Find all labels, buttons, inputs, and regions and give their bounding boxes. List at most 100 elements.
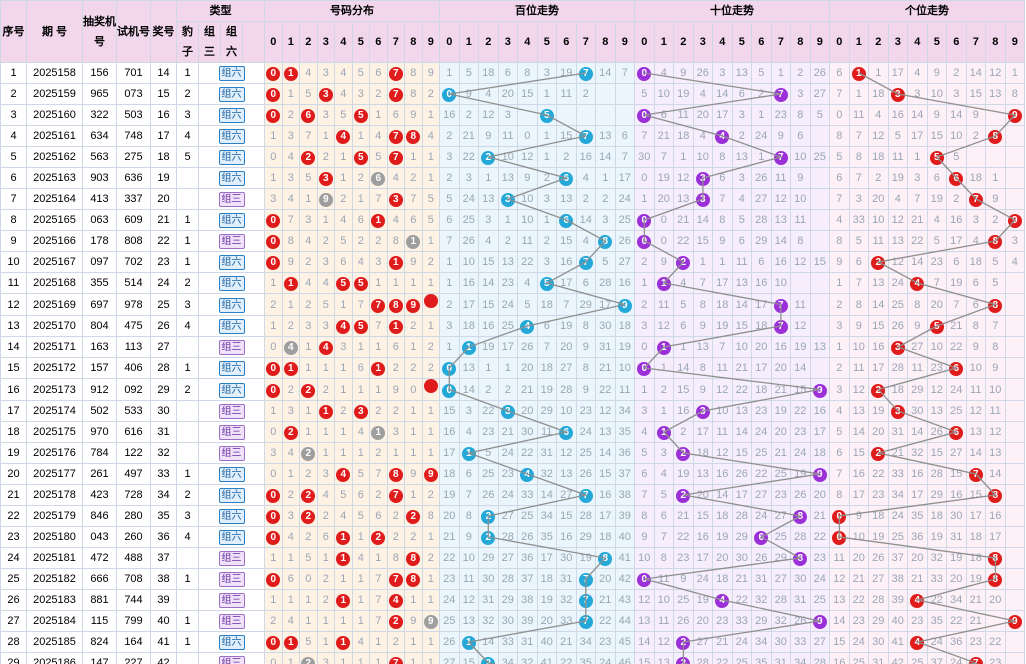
shi-cell-8: 34: [790, 652, 811, 664]
bai-cell-9: 40: [614, 526, 635, 548]
table-row[interactable]: 17 2025174 502 533 30 组三 1 3 1 1 2 3 2 2 1 1 15 3 22 3 20 29 1…: [0, 400, 1026, 422]
shi-cell-1: 7: [653, 146, 674, 168]
table-row[interactable]: 3 2025160 322 503 16 3 组六 0 2 6 3 5 5 1 6 9 1 16 2 12 3 5 0 6 11…: [0, 104, 1026, 126]
dist-cell-4: 1: [334, 378, 353, 401]
shi-cell-6: 17: [751, 357, 772, 379]
bai-cell-0: 1: [439, 251, 460, 273]
bai-cell-8: 17: [595, 505, 616, 527]
bai-cell-8: 21: [595, 589, 616, 611]
table-row[interactable]: 7 2025164 413 337 20 组三 3 4 1 9 2 1 7 3 7 5 5 24 13 3 10 3 13 2…: [0, 188, 1026, 210]
bai-cell-9: 10: [614, 357, 635, 379]
table-row[interactable]: 29 2025186 147 227 42 组三 0 1 2 3 1 1 1 7 1 1 27 15 2 34 32 41…: [0, 652, 1026, 664]
ge-cell-6: 2: [946, 62, 967, 84]
bai-cell-5: 3: [536, 62, 557, 84]
bai-cell-0: 24: [439, 589, 460, 611]
row-machine: 157: [82, 357, 117, 379]
shi-cell-5: 3: [731, 104, 752, 126]
ge-cell-8: 1: [985, 167, 1006, 189]
table-row[interactable]: 28 2025185 824 164 41 1 组六 0 1 5 1 1 4 1 2 1 1 26 1 14 33 31 4…: [0, 631, 1026, 653]
bai-cell-0: 27: [439, 652, 460, 664]
table-row[interactable]: 20 2025177 261 497 33 1 组六 0 1 2 3 4 5 7 8 9 9 18 6 25 23 4 32…: [0, 463, 1026, 485]
table-row[interactable]: 23 2025180 043 260 36 4 组六 0 4 2 6 1 1 2 2 2 1 21 9 2 28 26 35…: [0, 526, 1026, 548]
ge-cell-3: 42: [887, 652, 908, 664]
shi-cell-0: 1: [634, 188, 655, 210]
table-row[interactable]: 25 2025182 666 708 38 1 组三 0 6 0 2 1 1 7 7 8 1 23 11 30 28 37…: [0, 568, 1026, 590]
bai-cell-5: 31: [536, 442, 557, 464]
shi-cell-2: 13: [673, 188, 694, 210]
bai-cell-3: 23: [497, 272, 518, 294]
ge-cell-9: [1004, 272, 1025, 294]
table-row[interactable]: 18 2025175 970 616 31 组三 0 2 1 1 1 4 1 3 1 1 16 4 23 21 30 11…: [0, 421, 1026, 443]
shi-cell-1: 5: [653, 484, 674, 506]
dist-cell-4: 1: [334, 146, 353, 168]
shi-cell-7: 30: [770, 631, 791, 653]
row-period: 2025172: [26, 357, 83, 379]
shi-cell-4: 6: [712, 167, 733, 189]
bai-cell-4: 26: [517, 526, 538, 548]
dist-cell-0: 0: [264, 568, 283, 590]
dist-cell-7: 1: [386, 442, 405, 464]
table-row[interactable]: 14 2025171 163 113 27 组三 0 4 1 4 3 1 1 6 1 2 1 1 19 17 26 7 20…: [0, 336, 1026, 358]
bai-cell-6: 6: [556, 421, 577, 443]
bai-cell-4: 4: [517, 272, 538, 294]
shi-cell-5: 15: [731, 315, 752, 337]
table-row[interactable]: 12 2025169 697 978 25 3 组六 2 1 2 5 1 7 7 8 9 2 17 15 24 5 18 7…: [0, 293, 1026, 316]
ge-cell-8: 17: [985, 526, 1006, 548]
bai-cell-6: [556, 104, 577, 126]
shi-cell-0: 0: [634, 230, 655, 252]
table-row[interactable]: 13 2025170 804 475 26 4 组六 1 2 3 3 4 5 7 1 2 1 3 18 16 25 4 6 1…: [0, 315, 1026, 337]
table-row[interactable]: 1 2025158 156 701 14 1 组六 0 1 4 3 4 5 6 7 8 9 1 5 18 6 8 3 19 7 1…: [0, 62, 1026, 84]
dist-cell-0: 0: [264, 463, 283, 485]
dist-cell-2: 5: [299, 631, 318, 653]
dist-cell-8: 8: [404, 568, 423, 590]
shi-cell-7: 21: [770, 378, 791, 401]
shi-cell-8: 12: [790, 251, 811, 273]
row-prize: 23: [150, 251, 177, 273]
shi-cell-4: 17: [712, 272, 733, 294]
table-row[interactable]: 15 2025172 157 406 28 1 组六 0 1 1 1 1 6 1 2 2 2 0 13 1 1 20 18 2…: [0, 357, 1026, 379]
bai-cell-9: 9: [614, 293, 635, 316]
table-row[interactable]: 10 2025167 097 702 23 1 组六 0 9 2 3 6 4 3 1 9 2 1 10 15 13 22 3…: [0, 251, 1026, 273]
table-row[interactable]: 8 2025165 063 609 21 1 组六 0 7 3 1 4 6 1 4 6 5 6 25 3 1 10 1 6 14…: [0, 209, 1026, 231]
shi-cell-4: 9: [712, 230, 733, 252]
bai-cell-6: 22: [556, 652, 577, 664]
bai-cell-0: 20: [439, 505, 460, 527]
shi-cell-0: 0: [634, 357, 655, 379]
ge-cell-1: 12: [848, 378, 869, 401]
dist-cell-8: 8: [404, 547, 423, 569]
dist-cell-3: 5: [316, 293, 335, 316]
ge-cell-9: [1004, 442, 1025, 464]
shi-cell-5: 30: [731, 547, 752, 569]
shi-cell-7: 14: [770, 230, 791, 252]
row-type: 组六: [198, 484, 265, 506]
ge-cell-0: 5: [829, 421, 850, 443]
table-row[interactable]: 22 2025179 846 280 35 3 组六 0 3 2 2 4 5 6 2 2 8 20 8 2 27 25 34…: [0, 505, 1026, 527]
shi-cell-6: 26: [751, 167, 772, 189]
dist-cell-2: 5: [299, 83, 318, 105]
table-row[interactable]: 6 2025163 903 636 19 组六 1 3 5 3 1 2 6 4 2 1 2 3 1 13 9 2 6 4 1 17…: [0, 167, 1026, 189]
row-period: 2025163: [26, 167, 83, 189]
table-row[interactable]: 19 2025176 784 122 32 组三 3 4 2 1 1 1 2 1 1 1 17 1 5 24 22 31 1…: [0, 442, 1026, 464]
bai-cell-2: 13: [478, 188, 499, 210]
shi-cell-9: [809, 167, 830, 189]
table-row[interactable]: 27 2025184 115 799 40 1 组三 2 4 1 1 1 1 7 2 9 9 25 13 32 30 39…: [0, 610, 1026, 632]
table-row[interactable]: 24 2025181 472 488 37 组三 1 1 5 1 1 4 1 8 8 2 22 10 29 27 36 1…: [0, 547, 1026, 569]
table-row[interactable]: 11 2025168 355 514 24 2 组六 1 1 4 4 5 5 1 1 1 1 1 16 14 23 4 5 1…: [0, 272, 1026, 294]
table-row[interactable]: 21 2025178 423 728 34 2 组六 0 2 2 4 5 6 2 7 1 2 19 7 26 24 33 1…: [0, 484, 1026, 506]
shi-cell-2: 15: [673, 378, 694, 401]
table-row[interactable]: 5 2025162 563 275 18 5 组六 0 4 2 2 1 5 5 7 1 1 3 22 2 10 12 1 2 1…: [0, 146, 1026, 168]
bai-cell-5: 20: [536, 610, 557, 632]
table-row[interactable]: 2 2025159 965 073 15 2 组六 0 1 5 3 4 3 2 7 8 2 0 9 4 20 15 1 11 2…: [0, 83, 1026, 105]
shi-cell-8: 23: [790, 421, 811, 443]
table-row[interactable]: 16 2025173 912 092 29 2 组六 0 2 2 2 1 1 1 9 0 0 14 2 2 21 19 28…: [0, 378, 1026, 401]
dist-cell-5: 1: [351, 526, 370, 548]
bai-cell-7: 7: [575, 484, 596, 506]
dist-cell-5: 4: [351, 251, 370, 273]
table-row[interactable]: 4 2025161 634 748 17 4 组六 1 3 7 1 4 1 4 7 8 4 2 21 9 11 0 1 15 7…: [0, 125, 1026, 147]
shi-cell-0: 2: [634, 251, 655, 273]
header-type-extra: [242, 21, 265, 63]
shi-cell-5: 24: [731, 631, 752, 653]
table-row[interactable]: 26 2025183 881 744 39 组三 1 1 1 2 1 1 7 4 1 1 24 12 31 29 38 1…: [0, 589, 1026, 611]
table-row[interactable]: 9 2025166 178 808 22 1 组三 0 8 4 2 5 2 2 8 1 1 7 26 4 2 11 2 15 4…: [0, 230, 1026, 252]
dist-cell-8: 1: [404, 421, 423, 443]
